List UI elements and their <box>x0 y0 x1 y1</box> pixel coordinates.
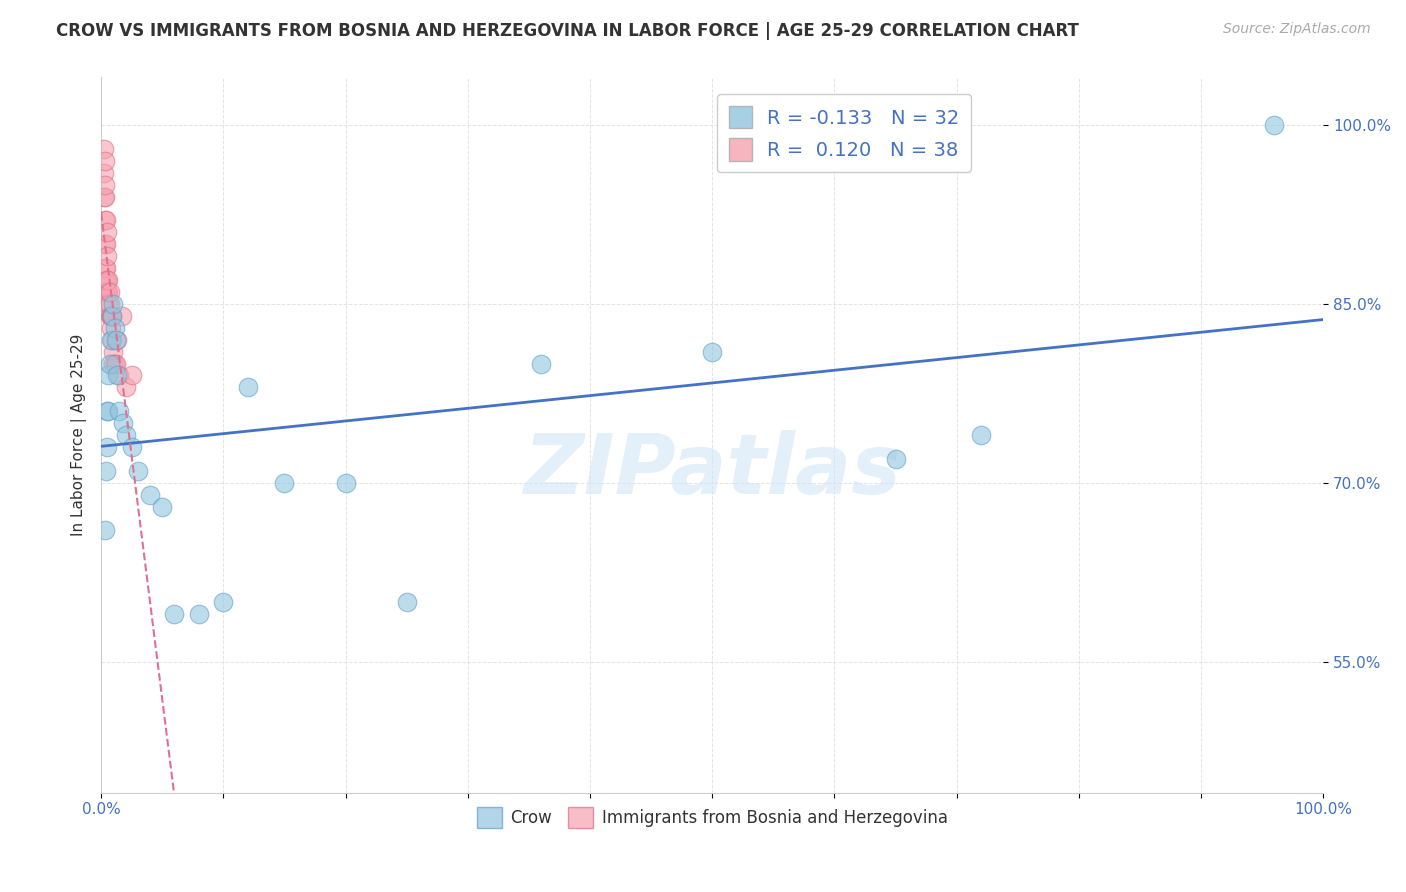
Point <box>94 464 117 478</box>
Point <box>96 285 118 299</box>
Point <box>97 285 120 299</box>
Point <box>98 297 121 311</box>
Point <box>96 404 118 418</box>
Point <box>335 475 357 490</box>
Point <box>101 333 124 347</box>
Point <box>94 153 117 168</box>
Point <box>94 189 117 203</box>
Point <box>114 428 136 442</box>
Point <box>150 500 173 514</box>
Point <box>94 261 117 276</box>
Point <box>530 357 553 371</box>
Point <box>236 380 259 394</box>
Point <box>100 333 122 347</box>
Point <box>93 142 115 156</box>
Point <box>127 464 149 478</box>
Point <box>100 320 122 334</box>
Point <box>101 309 124 323</box>
Point <box>212 595 235 609</box>
Point <box>139 488 162 502</box>
Point <box>94 524 117 538</box>
Point <box>97 273 120 287</box>
Point <box>884 451 907 466</box>
Point <box>98 309 121 323</box>
Point <box>94 237 117 252</box>
Point <box>111 309 134 323</box>
Point <box>101 309 124 323</box>
Point <box>1263 118 1285 132</box>
Point <box>103 320 125 334</box>
Point <box>97 297 120 311</box>
Point <box>395 595 418 609</box>
Point <box>96 249 118 263</box>
Point <box>702 344 724 359</box>
Legend: Crow, Immigrants from Bosnia and Herzegovina: Crow, Immigrants from Bosnia and Herzego… <box>470 801 955 834</box>
Point <box>970 428 993 442</box>
Point <box>100 309 122 323</box>
Point <box>105 368 128 383</box>
Point <box>103 297 125 311</box>
Point <box>273 475 295 490</box>
Point <box>103 357 125 371</box>
Point <box>121 440 143 454</box>
Point <box>104 357 127 371</box>
Point <box>103 357 125 371</box>
Point <box>94 178 117 192</box>
Point <box>108 368 131 383</box>
Y-axis label: In Labor Force | Age 25-29: In Labor Force | Age 25-29 <box>72 334 87 536</box>
Point <box>97 404 120 418</box>
Point <box>163 607 186 621</box>
Point <box>98 285 121 299</box>
Point <box>96 273 118 287</box>
Point <box>100 309 122 323</box>
Point <box>105 333 128 347</box>
Text: ZIPatlas: ZIPatlas <box>523 430 901 511</box>
Point <box>93 166 115 180</box>
Point <box>94 213 117 227</box>
Point <box>96 226 118 240</box>
Point <box>121 368 143 383</box>
Point <box>187 607 209 621</box>
Text: CROW VS IMMIGRANTS FROM BOSNIA AND HERZEGOVINA IN LABOR FORCE | AGE 25-29 CORREL: CROW VS IMMIGRANTS FROM BOSNIA AND HERZE… <box>56 22 1080 40</box>
Point <box>96 440 118 454</box>
Point <box>94 261 117 276</box>
Point <box>94 273 117 287</box>
Text: Source: ZipAtlas.com: Source: ZipAtlas.com <box>1223 22 1371 37</box>
Point <box>94 237 117 252</box>
Point <box>97 368 120 383</box>
Point <box>93 189 115 203</box>
Point <box>94 285 117 299</box>
Point <box>112 416 135 430</box>
Point <box>94 213 117 227</box>
Point <box>114 380 136 394</box>
Point <box>98 357 121 371</box>
Point <box>108 404 131 418</box>
Point <box>103 344 125 359</box>
Point <box>104 333 127 347</box>
